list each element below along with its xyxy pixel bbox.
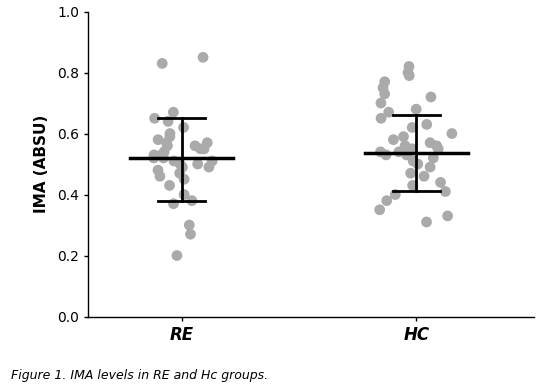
Point: [156, 173, 164, 179]
Point: [408, 124, 416, 130]
Point: [159, 155, 168, 161]
Point: [391, 191, 400, 198]
Point: [169, 158, 178, 164]
Point: [153, 137, 162, 143]
Point: [153, 167, 162, 173]
Point: [412, 106, 421, 112]
Point: [175, 170, 184, 176]
Point: [186, 231, 195, 237]
Point: [402, 152, 411, 158]
Point: [377, 100, 386, 106]
Point: [188, 198, 196, 204]
Point: [173, 252, 182, 259]
Point: [409, 158, 417, 164]
Point: [180, 191, 189, 198]
Point: [422, 121, 431, 127]
Point: [394, 149, 403, 155]
Point: [199, 54, 207, 61]
Point: [205, 164, 213, 170]
Point: [164, 118, 173, 124]
Point: [160, 149, 168, 155]
Point: [401, 143, 410, 149]
Point: [434, 146, 443, 152]
Point: [382, 198, 391, 204]
Point: [406, 170, 415, 176]
Point: [149, 155, 158, 161]
Point: [203, 140, 212, 146]
Y-axis label: IMA (ABSU): IMA (ABSU): [34, 115, 48, 213]
Point: [399, 134, 408, 140]
Point: [405, 73, 414, 79]
Point: [378, 85, 387, 91]
Point: [436, 179, 445, 185]
Point: [377, 115, 386, 121]
Point: [384, 109, 393, 115]
Point: [166, 130, 174, 137]
Point: [162, 140, 171, 146]
Point: [429, 155, 438, 161]
Point: [166, 134, 174, 140]
Point: [163, 143, 172, 149]
Point: [389, 137, 398, 143]
Point: [375, 207, 384, 213]
Point: [405, 63, 414, 69]
Point: [176, 161, 185, 167]
Point: [200, 146, 208, 152]
Point: [178, 164, 187, 170]
Point: [426, 164, 434, 170]
Point: [208, 158, 217, 164]
Point: [443, 213, 452, 219]
Point: [150, 152, 158, 158]
Point: [427, 94, 436, 100]
Point: [404, 69, 412, 76]
Point: [185, 222, 194, 228]
Point: [382, 152, 390, 158]
Point: [420, 173, 428, 179]
Point: [169, 109, 178, 115]
Point: [426, 140, 434, 146]
Point: [150, 115, 159, 121]
Point: [408, 182, 417, 188]
Point: [193, 161, 202, 167]
Point: [448, 130, 456, 137]
Point: [196, 146, 205, 152]
Point: [376, 149, 385, 155]
Point: [180, 176, 189, 182]
Point: [191, 143, 200, 149]
Point: [158, 60, 167, 66]
Point: [432, 143, 441, 149]
Point: [179, 124, 188, 130]
Point: [165, 182, 174, 188]
Point: [408, 146, 416, 152]
Point: [157, 152, 166, 158]
Text: Figure 1. IMA levels in RE and Hc groups.: Figure 1. IMA levels in RE and Hc groups…: [11, 369, 268, 382]
Point: [380, 79, 389, 85]
Point: [441, 188, 450, 195]
Point: [422, 219, 431, 225]
Point: [414, 161, 422, 167]
Point: [380, 91, 389, 97]
Point: [169, 201, 178, 207]
